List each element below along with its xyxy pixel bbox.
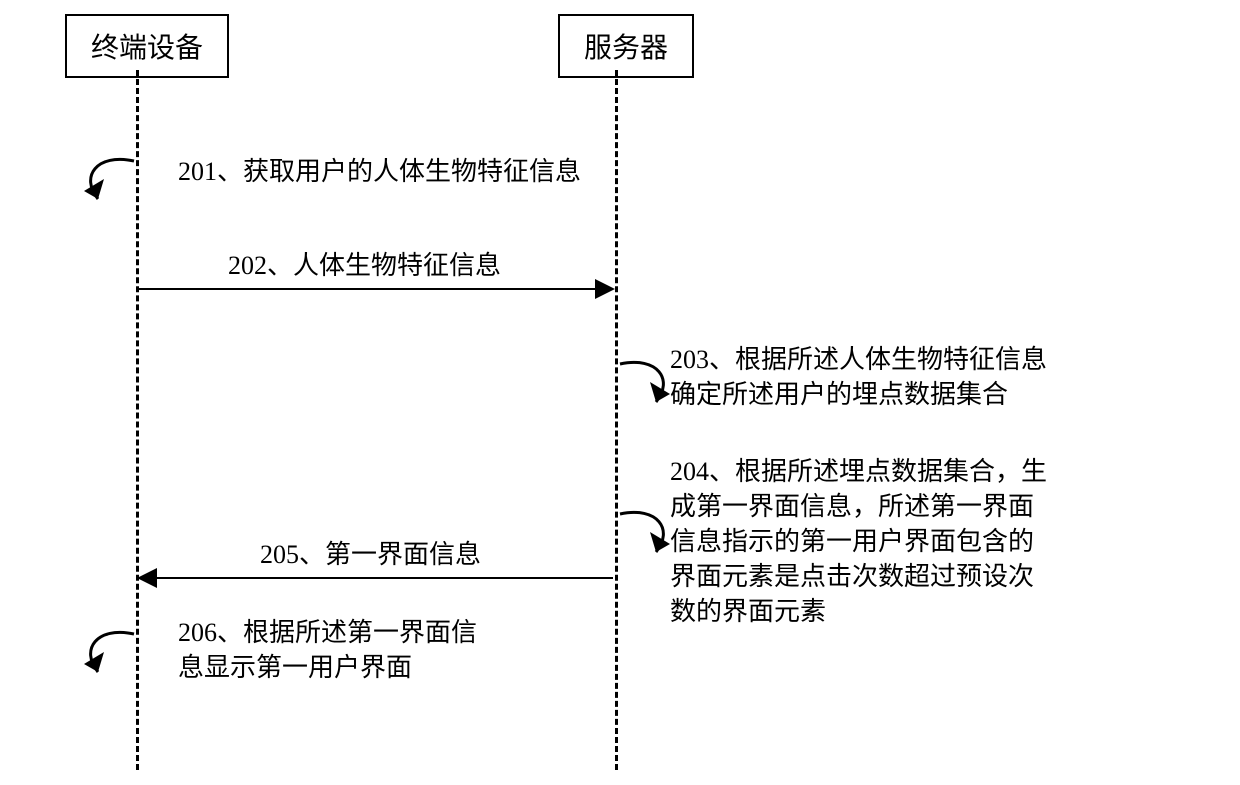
actor-terminal-label: 终端设备: [91, 33, 203, 64]
msg-205-arrow: [139, 577, 613, 579]
lifeline-terminal: [136, 70, 139, 770]
msg-204-label: 204、根据所述埋点数据集合，生成第一界面信息，所述第一界面信息指示的第一用户界…: [670, 454, 1050, 629]
self-loop-206: [78, 628, 136, 688]
msg-202-label: 202、人体生物特征信息: [228, 248, 501, 283]
actor-server: 服务器: [558, 14, 694, 78]
self-loop-203: [618, 358, 676, 418]
self-loop-204: [618, 508, 676, 568]
msg-205-label: 205、第一界面信息: [260, 537, 481, 572]
self-loop-201: [78, 155, 136, 215]
msg-203-label: 203、根据所述人体生物特征信息确定所述用户的埋点数据集合: [670, 342, 1050, 412]
actor-server-label: 服务器: [584, 33, 668, 64]
msg-201-label: 201、获取用户的人体生物特征信息: [178, 154, 581, 189]
lifeline-server: [615, 70, 618, 770]
msg-202-arrow: [139, 288, 613, 290]
msg-206-label: 206、根据所述第一界面信息显示第一用户界面: [178, 615, 478, 685]
actor-terminal: 终端设备: [65, 14, 229, 78]
